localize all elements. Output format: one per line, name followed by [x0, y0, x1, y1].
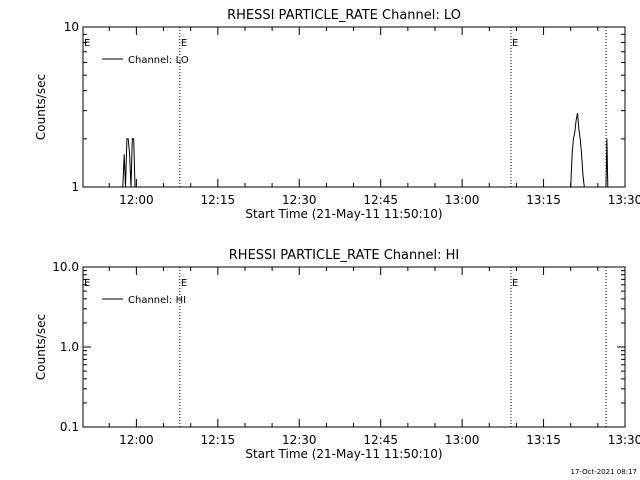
- event-marker-label: E: [84, 278, 90, 289]
- generation-timestamp: 17-Oct-2021 08:17: [571, 468, 637, 476]
- chart-title-lo: RHESSI PARTICLE_RATE Channel: LO: [227, 8, 461, 23]
- x-tick-label: 12:30: [282, 193, 317, 207]
- chart-title-hi: RHESSI PARTICLE_RATE Channel: HI: [229, 248, 459, 263]
- event-marker-label: E: [512, 38, 518, 49]
- x-tick-label: 13:00: [445, 433, 480, 447]
- x-tick-label: 13:15: [526, 193, 561, 207]
- x-axis-label-lo: Start Time (21-May-11 11:50:10): [245, 207, 442, 221]
- plot-frame-hi: [82, 266, 626, 428]
- legend-label-hi: Channel: HI: [128, 295, 186, 306]
- x-axis-label-hi: Start Time (21-May-11 11:50:10): [245, 447, 442, 461]
- plot-frame-lo: [82, 26, 626, 188]
- y-tick-label: 10.0: [52, 260, 79, 274]
- series-line-lo: [605, 138, 609, 188]
- x-tick-label: 12:00: [119, 193, 154, 207]
- y-tick-label: 0.1: [60, 420, 79, 434]
- series-line-lo: [570, 112, 585, 188]
- event-marker-label: E: [512, 278, 518, 289]
- x-tick-label: 13:00: [445, 193, 480, 207]
- x-tick-label: 12:45: [363, 193, 398, 207]
- legend-label-lo: Channel: LO: [128, 55, 189, 66]
- event-marker-label: E: [84, 38, 90, 49]
- x-tick-label: 12:45: [363, 433, 398, 447]
- x-tick-label: 12:30: [282, 433, 317, 447]
- event-marker-label: E: [181, 38, 187, 49]
- y-axis-label-lo: Counts/sec: [34, 74, 48, 140]
- x-tick-label: 12:15: [201, 433, 236, 447]
- x-tick-label: 13:30: [608, 193, 640, 207]
- y-axis-label-hi: Counts/sec: [34, 314, 48, 380]
- x-tick-label: 13:15: [526, 433, 561, 447]
- x-tick-label: 12:15: [201, 193, 236, 207]
- y-tick-label: 10: [64, 20, 79, 34]
- x-tick-label: 13:30: [608, 433, 640, 447]
- y-tick-label: 1.0: [60, 340, 79, 354]
- series-line-lo: [122, 138, 136, 188]
- event-marker-label: E: [181, 278, 187, 289]
- x-tick-label: 12:00: [119, 433, 154, 447]
- y-tick-label: 1: [71, 180, 79, 194]
